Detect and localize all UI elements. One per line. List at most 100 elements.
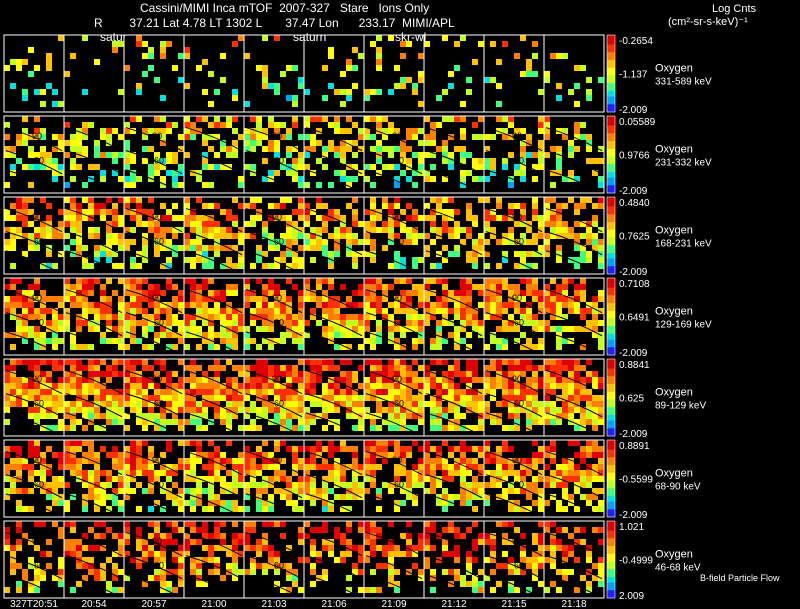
pixel bbox=[544, 284, 550, 290]
pixel bbox=[124, 290, 130, 296]
pixel bbox=[412, 128, 418, 134]
pixel bbox=[142, 344, 148, 350]
pixel bbox=[76, 563, 82, 569]
pixel bbox=[532, 209, 538, 215]
pixel bbox=[538, 122, 544, 128]
contour-line bbox=[245, 312, 303, 337]
pixel bbox=[580, 344, 586, 350]
contour-line bbox=[365, 493, 423, 518]
pixel bbox=[202, 302, 208, 308]
pixel bbox=[352, 326, 358, 332]
pixel bbox=[244, 332, 250, 338]
pixel bbox=[568, 233, 574, 239]
pixel bbox=[70, 458, 76, 464]
pixel bbox=[4, 215, 10, 221]
pixel bbox=[454, 338, 460, 344]
contour-line bbox=[185, 250, 243, 275]
pixel bbox=[130, 176, 136, 182]
pixel bbox=[466, 563, 472, 569]
pixel bbox=[166, 263, 172, 269]
pixel bbox=[58, 326, 64, 332]
pixel bbox=[364, 95, 370, 101]
pixel bbox=[460, 227, 466, 233]
pixel bbox=[34, 395, 40, 401]
contour-label: 90 bbox=[272, 374, 282, 384]
pixel bbox=[298, 488, 304, 494]
pixel bbox=[532, 41, 538, 47]
pixel bbox=[508, 227, 514, 233]
pixel bbox=[52, 263, 58, 269]
pixel bbox=[598, 419, 604, 425]
pixel bbox=[394, 176, 400, 182]
pixel bbox=[58, 458, 64, 464]
pixel bbox=[370, 284, 376, 290]
pixel bbox=[94, 401, 100, 407]
pixel bbox=[262, 77, 268, 83]
pixel bbox=[484, 500, 490, 506]
pixel bbox=[532, 569, 538, 575]
pixel bbox=[226, 302, 232, 308]
pixel bbox=[160, 419, 166, 425]
pixel bbox=[202, 383, 208, 389]
pixel bbox=[136, 413, 142, 419]
pixel bbox=[16, 500, 22, 506]
pixel bbox=[82, 197, 88, 203]
colorbar-segment bbox=[607, 445, 615, 449]
pixel bbox=[106, 233, 112, 239]
pixel bbox=[460, 239, 466, 245]
pixel bbox=[508, 587, 514, 593]
pixel bbox=[442, 407, 448, 413]
pixel bbox=[472, 401, 478, 407]
pixel bbox=[466, 203, 472, 209]
pixel bbox=[364, 383, 370, 389]
pixel bbox=[166, 344, 172, 350]
colorbar-segment bbox=[607, 169, 615, 173]
pixel bbox=[370, 476, 376, 482]
pixel bbox=[580, 419, 586, 425]
pixel bbox=[418, 545, 424, 551]
pixel bbox=[478, 488, 484, 494]
pixel bbox=[580, 452, 586, 458]
pixel bbox=[202, 377, 208, 383]
pixel bbox=[562, 296, 568, 302]
pixel bbox=[262, 128, 268, 134]
pixel bbox=[262, 338, 268, 344]
pixel bbox=[574, 257, 580, 263]
colorbar-segment bbox=[607, 250, 615, 254]
pixel bbox=[382, 446, 388, 452]
pixel bbox=[508, 482, 514, 488]
pixel bbox=[358, 425, 364, 431]
pixel bbox=[394, 425, 400, 431]
pixel bbox=[574, 371, 580, 377]
pixel bbox=[550, 539, 556, 545]
pixel bbox=[430, 164, 436, 170]
pixel bbox=[334, 128, 340, 134]
pixel bbox=[316, 377, 322, 383]
pixel bbox=[130, 308, 136, 314]
pixel bbox=[196, 575, 202, 581]
contour-line bbox=[125, 231, 183, 256]
image-panel bbox=[183, 34, 245, 113]
colorbar-segment bbox=[607, 472, 615, 476]
pixel bbox=[160, 263, 166, 269]
pixel bbox=[508, 401, 514, 407]
contour-line bbox=[485, 289, 543, 314]
pixel bbox=[28, 152, 34, 158]
pixel bbox=[142, 209, 148, 215]
pixel bbox=[316, 197, 322, 203]
pixel bbox=[160, 326, 166, 332]
pixel bbox=[28, 332, 34, 338]
pixel bbox=[502, 425, 508, 431]
pixel bbox=[532, 284, 538, 290]
pixel bbox=[52, 488, 58, 494]
pixel bbox=[460, 338, 466, 344]
pixel bbox=[358, 302, 364, 308]
pixel bbox=[274, 371, 280, 377]
pixel bbox=[574, 101, 580, 107]
pixel bbox=[76, 446, 82, 452]
pixel bbox=[244, 452, 250, 458]
pixel bbox=[436, 197, 442, 203]
pixel bbox=[148, 302, 154, 308]
pixel bbox=[196, 65, 202, 71]
contour-line bbox=[305, 250, 363, 275]
